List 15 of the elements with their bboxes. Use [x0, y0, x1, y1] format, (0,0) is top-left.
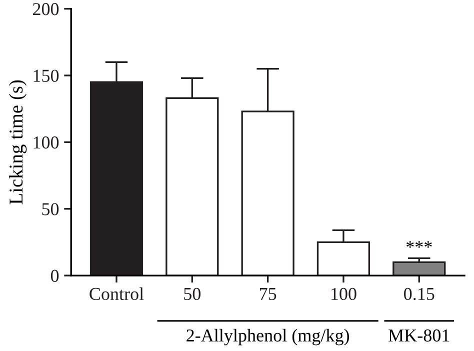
y-tick-label: 100 [34, 136, 59, 149]
y-tick-label: 50 [42, 203, 59, 216]
y-tick-label: 200 [33, 3, 59, 16]
x-tick-label: Control [90, 287, 144, 300]
x-tick-label: 0.15 [404, 288, 434, 300]
y-axis-title: Licking time (s) [8, 80, 27, 204]
y-tick-label: 0 [50, 270, 59, 282]
text: MK-801 [388, 329, 450, 342]
y-tick-label: 150 [34, 70, 59, 82]
x-tick-label: 50 [184, 288, 200, 300]
x-tick-label: 100 [332, 288, 356, 300]
annotation: *** [406, 241, 432, 248]
text: 2-Allylphenol (mg/kg) [186, 328, 350, 346]
bar [392, 261, 446, 276]
x-tick-label: 75 [260, 288, 276, 300]
